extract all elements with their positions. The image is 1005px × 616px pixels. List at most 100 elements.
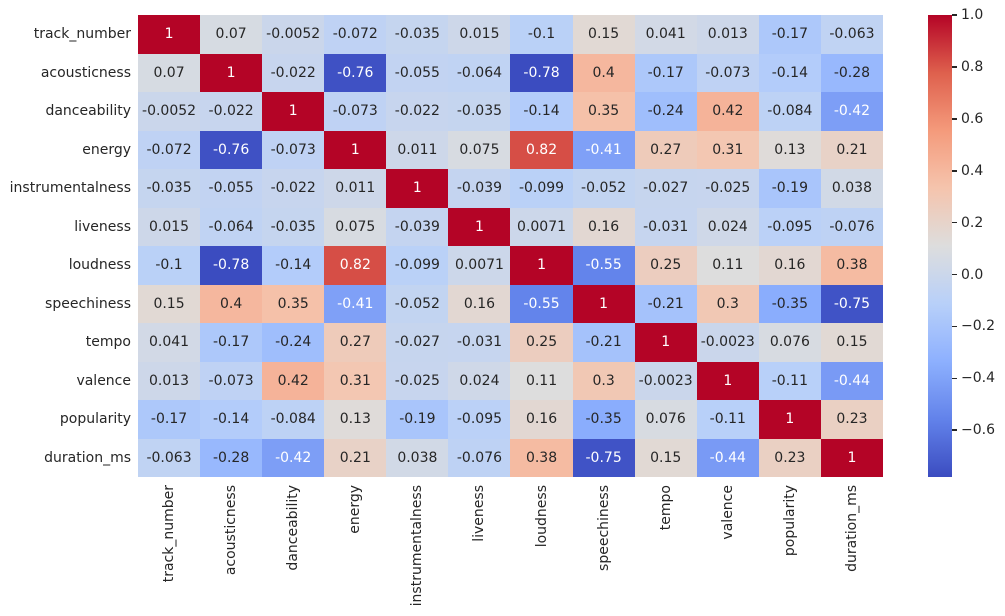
- heatmap-cell-speechiness-valence: 0.3: [696, 284, 759, 323]
- colorbar-tick-label: 0.0: [961, 266, 984, 283]
- heatmap-cell-speechiness-instrumentalness: -0.052: [386, 284, 449, 323]
- heatmap-cell-energy-energy: 1: [324, 130, 387, 169]
- heatmap-cell-instrumentalness-acousticness: -0.055: [200, 169, 263, 208]
- heatmap-cell-liveness-popularity: -0.095: [758, 207, 821, 246]
- heatmap-cell-danceability-danceability: 1: [262, 92, 325, 131]
- heatmap-cell-acousticness-duration_ms: -0.28: [820, 53, 883, 92]
- heatmap-cell-energy-instrumentalness: 0.011: [386, 130, 449, 169]
- heatmap-cell-danceability-popularity: -0.084: [758, 92, 821, 131]
- heatmap-cell-acousticness-tempo: -0.17: [634, 53, 697, 92]
- heatmap-cell-instrumentalness-tempo: -0.027: [634, 169, 697, 208]
- heatmap-cell-speechiness-energy: -0.41: [324, 284, 387, 323]
- heatmap-cell-duration_ms-track_number: -0.063: [138, 438, 201, 477]
- heatmap-cell-speechiness-duration_ms: -0.75: [820, 284, 883, 323]
- heatmap-cell-acousticness-track_number: 0.07: [138, 53, 201, 92]
- heatmap-cell-valence-popularity: -0.11: [758, 361, 821, 400]
- heatmap-cell-tempo-popularity: 0.076: [758, 323, 821, 362]
- heatmap-cell-energy-duration_ms: 0.21: [820, 130, 883, 169]
- heatmap-cell-track_number-danceability: -0.0052: [262, 15, 325, 54]
- heatmap-cell-danceability-speechiness: 0.35: [572, 92, 635, 131]
- colorbar-tick-mark: [952, 325, 957, 328]
- heatmap-cell-speechiness-acousticness: 0.4: [200, 284, 263, 323]
- heatmap-cell-valence-instrumentalness: -0.025: [386, 361, 449, 400]
- colorbar-tick-mark: [952, 429, 957, 432]
- heatmap-cell-duration_ms-instrumentalness: 0.038: [386, 438, 449, 477]
- heatmap-cell-liveness-speechiness: 0.16: [572, 207, 635, 246]
- heatmap-cell-acousticness-speechiness: 0.4: [572, 53, 635, 92]
- heatmap-cell-speechiness-danceability: 0.35: [262, 284, 325, 323]
- heatmap-cell-track_number-popularity: -0.17: [758, 15, 821, 54]
- heatmap-cell-popularity-duration_ms: 0.23: [820, 400, 883, 439]
- heatmap-cell-liveness-acousticness: -0.064: [200, 207, 263, 246]
- heatmap-cell-energy-track_number: -0.072: [138, 130, 201, 169]
- heatmap-cell-liveness-danceability: -0.035: [262, 207, 325, 246]
- heatmap-grid: 1 0.07 -0.0052 -0.072 -0.035 0.015 -0.1 0.15 0.0…: [138, 15, 883, 477]
- heatmap-cell-popularity-acousticness: -0.14: [200, 400, 263, 439]
- heatmap-cell-danceability-energy: -0.073: [324, 92, 387, 131]
- y-axis-label-danceability: danceability: [45, 103, 131, 120]
- heatmap-cell-track_number-liveness: 0.015: [448, 15, 511, 54]
- heatmap-cell-speechiness-track_number: 0.15: [138, 284, 201, 323]
- y-axis-label-duration_ms: duration_ms: [44, 449, 131, 466]
- heatmap-cell-loudness-track_number: -0.1: [138, 246, 201, 285]
- heatmap-cell-acousticness-popularity: -0.14: [758, 53, 821, 92]
- heatmap-cell-tempo-duration_ms: 0.15: [820, 323, 883, 362]
- x-axis-label-duration_ms: duration_ms: [843, 485, 860, 572]
- heatmap-cell-energy-liveness: 0.075: [448, 130, 511, 169]
- heatmap-cell-track_number-valence: 0.013: [696, 15, 759, 54]
- heatmap-cell-danceability-loudness: -0.14: [510, 92, 573, 131]
- heatmap-cell-liveness-instrumentalness: -0.039: [386, 207, 449, 246]
- x-axis-label-valence: valence: [719, 485, 736, 540]
- heatmap-cell-energy-popularity: 0.13: [758, 130, 821, 169]
- heatmap-cell-instrumentalness-popularity: -0.19: [758, 169, 821, 208]
- colorbar-tick-mark: [952, 273, 957, 276]
- heatmap-cell-loudness-popularity: 0.16: [758, 246, 821, 285]
- heatmap-cell-track_number-acousticness: 0.07: [200, 15, 263, 54]
- heatmap-cell-track_number-loudness: -0.1: [510, 15, 573, 54]
- heatmap-cell-tempo-loudness: 0.25: [510, 323, 573, 362]
- x-axis-label-acousticness: acousticness: [223, 485, 240, 576]
- heatmap-cell-energy-loudness: 0.82: [510, 130, 573, 169]
- heatmap-cell-acousticness-energy: -0.76: [324, 53, 387, 92]
- heatmap-cell-duration_ms-energy: 0.21: [324, 438, 387, 477]
- heatmap-cell-track_number-energy: -0.072: [324, 15, 387, 54]
- heatmap-cell-duration_ms-danceability: -0.42: [262, 438, 325, 477]
- heatmap-cell-loudness-instrumentalness: -0.099: [386, 246, 449, 285]
- heatmap-cell-liveness-track_number: 0.015: [138, 207, 201, 246]
- heatmap-cell-liveness-energy: 0.075: [324, 207, 387, 246]
- heatmap-cell-liveness-loudness: 0.0071: [510, 207, 573, 246]
- y-axis-label-popularity: popularity: [59, 411, 131, 428]
- heatmap-cell-danceability-acousticness: -0.022: [200, 92, 263, 131]
- colorbar-tick-mark: [952, 66, 957, 68]
- y-axis-label-valence: valence: [76, 372, 131, 389]
- heatmap-cell-track_number-instrumentalness: -0.035: [386, 15, 449, 54]
- x-axis-label-loudness: loudness: [533, 485, 550, 548]
- heatmap-cell-tempo-valence: -0.0023: [696, 323, 759, 362]
- heatmap-cell-instrumentalness-duration_ms: 0.038: [820, 169, 883, 208]
- heatmap-cell-danceability-valence: 0.42: [696, 92, 759, 131]
- heatmap-cell-instrumentalness-speechiness: -0.052: [572, 169, 635, 208]
- heatmap-cell-popularity-danceability: -0.084: [262, 400, 325, 439]
- heatmap-cell-loudness-energy: 0.82: [324, 246, 387, 285]
- heatmap-cell-acousticness-danceability: -0.022: [262, 53, 325, 92]
- heatmap-cell-danceability-track_number: -0.0052: [138, 92, 201, 131]
- y-axis-label-tempo: tempo: [85, 334, 131, 351]
- heatmap-cell-speechiness-loudness: -0.55: [510, 284, 573, 323]
- heatmap-cell-energy-acousticness: -0.76: [200, 130, 263, 169]
- heatmap-cell-loudness-loudness: 1: [510, 246, 573, 285]
- heatmap-cell-tempo-track_number: 0.041: [138, 323, 201, 362]
- heatmap-cell-duration_ms-valence: -0.44: [696, 438, 759, 477]
- x-axis-label-speechiness: speechiness: [595, 485, 612, 571]
- heatmap-cell-tempo-acousticness: -0.17: [200, 323, 263, 362]
- heatmap-cell-tempo-liveness: -0.031: [448, 323, 511, 362]
- colorbar-tick-label: 1.0: [961, 7, 984, 23]
- heatmap-cell-energy-tempo: 0.27: [634, 130, 697, 169]
- heatmap-cell-loudness-valence: 0.11: [696, 246, 759, 285]
- heatmap-cell-track_number-speechiness: 0.15: [572, 15, 635, 54]
- colorbar-tick-label: 0.8: [961, 58, 984, 75]
- heatmap-cell-popularity-liveness: -0.095: [448, 400, 511, 439]
- heatmap-cell-tempo-danceability: -0.24: [262, 323, 325, 362]
- heatmap-cell-valence-acousticness: -0.073: [200, 361, 263, 400]
- heatmap-cell-tempo-speechiness: -0.21: [572, 323, 635, 362]
- x-axis-label-tempo: tempo: [657, 485, 674, 531]
